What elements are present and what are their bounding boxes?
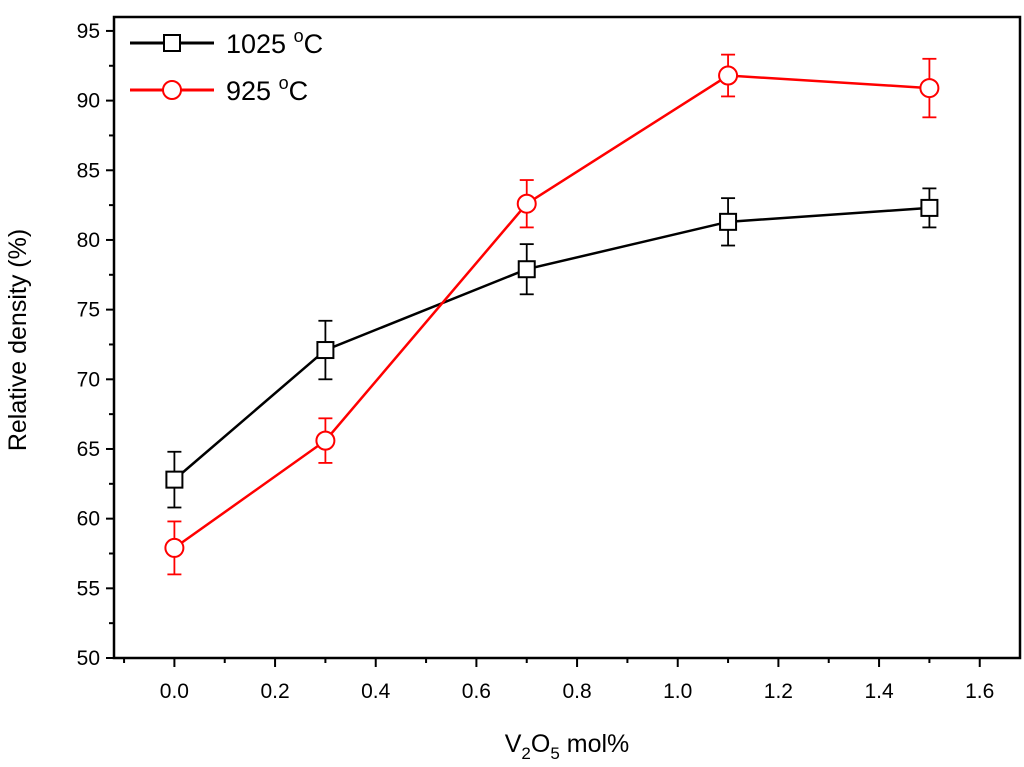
x-tick-label: 0.0	[160, 680, 189, 703]
y-tick-label: 60	[77, 508, 100, 531]
series-1	[164, 53, 940, 576]
y-tick-label: 50	[77, 647, 100, 670]
y-tick-label: 70	[77, 368, 100, 391]
y-tick-label: 80	[77, 229, 100, 252]
x-tick-label: 1.6	[965, 680, 994, 703]
x-tick-label: 0.6	[462, 680, 491, 703]
series-0	[165, 187, 939, 509]
y-axis-title: Relative density (%)	[4, 229, 32, 451]
data-point-circle	[919, 78, 940, 99]
axes-layer: 50 55 60 65 70 75 80 85 90 95 0.0 0.2 0.4 0.6 0.8 1.0 1.…	[77, 20, 995, 703]
y-tick-label: 75	[77, 299, 100, 322]
x-tick-label: 1.4	[864, 680, 894, 703]
y-tick-label: 85	[77, 159, 100, 182]
legend-marker-circle	[162, 80, 182, 100]
data-point-square	[719, 212, 738, 231]
legend-entry-925: 925 oC	[130, 73, 308, 106]
legend-marker-square	[163, 34, 181, 52]
legend-entry-1025: 1025 oC	[130, 26, 323, 59]
legend: 1025 oC 925 oC	[130, 26, 323, 106]
data-point-square	[316, 341, 335, 360]
legend-label-1025: 1025 oC	[226, 26, 323, 59]
y-tick-label: 55	[77, 577, 100, 600]
x-tick-label: 0.4	[361, 680, 391, 703]
data-point-circle	[718, 65, 739, 86]
x-tick-label: 0.8	[562, 680, 591, 703]
data-point-square	[165, 470, 184, 489]
data-point-circle	[315, 430, 336, 451]
y-tick-label: 95	[77, 20, 100, 43]
y-tick-label: 65	[77, 438, 100, 461]
x-tick-label: 0.2	[260, 680, 289, 703]
plot-layer	[164, 53, 940, 576]
y-tick-label: 90	[77, 90, 100, 113]
series-line	[173, 206, 930, 481]
x-tick-label: 1.2	[764, 680, 793, 703]
legend-label-925: 925 oC	[226, 73, 308, 106]
data-point-circle	[164, 537, 185, 558]
series-line	[173, 74, 930, 549]
x-tick-label: 1.0	[663, 680, 692, 703]
x-axis-title: V2O5 mol%	[505, 730, 630, 763]
data-point-circle	[516, 193, 537, 214]
plot-frame	[112, 15, 1022, 660]
data-point-square	[920, 198, 939, 217]
data-point-square	[517, 260, 536, 279]
